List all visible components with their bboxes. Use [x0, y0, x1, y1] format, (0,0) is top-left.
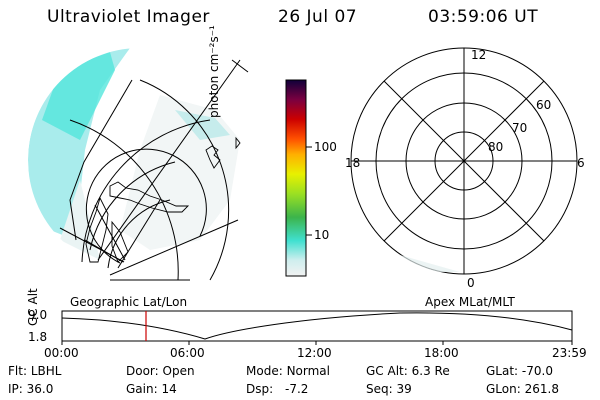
orbit-ytick-min: 1.8 — [28, 330, 48, 344]
time-label: 03:59:06 UT — [428, 7, 539, 27]
glon-field: GLon: 261.8 — [486, 382, 559, 396]
flt-field: Flt: LBHL — [8, 364, 62, 378]
mlt-label-6: 6 — [577, 156, 585, 170]
orbit-ytick-max: 9.0 — [28, 308, 48, 322]
date-label: 26 Jul 07 — [278, 7, 358, 27]
orbit-xtick-0: 00:00 — [44, 346, 79, 360]
instrument-title: Ultraviolet Imager — [47, 7, 210, 27]
orbit-panel-frame — [61, 310, 573, 342]
polar-plot — [350, 47, 578, 275]
mlt-label-18: 18 — [345, 156, 361, 170]
apex-coord-title: Apex MLat/MLT — [425, 295, 515, 309]
mlat-label-80: 80 — [488, 140, 504, 154]
x-tick-marks — [61, 341, 573, 345]
ip-field: IP: 36.0 — [8, 382, 54, 396]
orbit-xtick-1: 06:00 — [170, 346, 205, 360]
altitude-curve — [61, 312, 573, 340]
dsp-field: Dsp: -7.2 — [246, 382, 309, 396]
gc-alt-field: GC Alt: 6.3 Re — [366, 364, 450, 378]
door-field: Door: Open — [126, 364, 195, 378]
colorbar-tick-100: 100 — [314, 140, 337, 154]
colorbar-tick-10: 10 — [314, 228, 330, 242]
mlat-label-70: 70 — [512, 121, 528, 135]
orbit-xtick-2: 12:00 — [297, 346, 332, 360]
orbit-xtick-4: 23:59 — [552, 346, 587, 360]
mlt-label-12: 12 — [471, 48, 487, 62]
mode-field: Mode: Normal — [246, 364, 330, 378]
polar-aurora — [400, 255, 460, 272]
gain-field: Gain: 14 — [126, 382, 177, 396]
geo-grid — [59, 59, 249, 281]
seq-field: Seq: 39 — [366, 382, 412, 396]
colorbar-unit-label: photon cm⁻²s⁻¹ — [207, 25, 221, 118]
glat-field: GLat: -70.0 — [486, 364, 553, 378]
colorbar — [285, 79, 307, 277]
geo-coord-title: Geographic Lat/Lon — [70, 295, 188, 309]
mlt-label-0: 0 — [467, 276, 475, 290]
mlat-label-60: 60 — [536, 98, 552, 112]
orbit-xtick-3: 18:00 — [424, 346, 459, 360]
